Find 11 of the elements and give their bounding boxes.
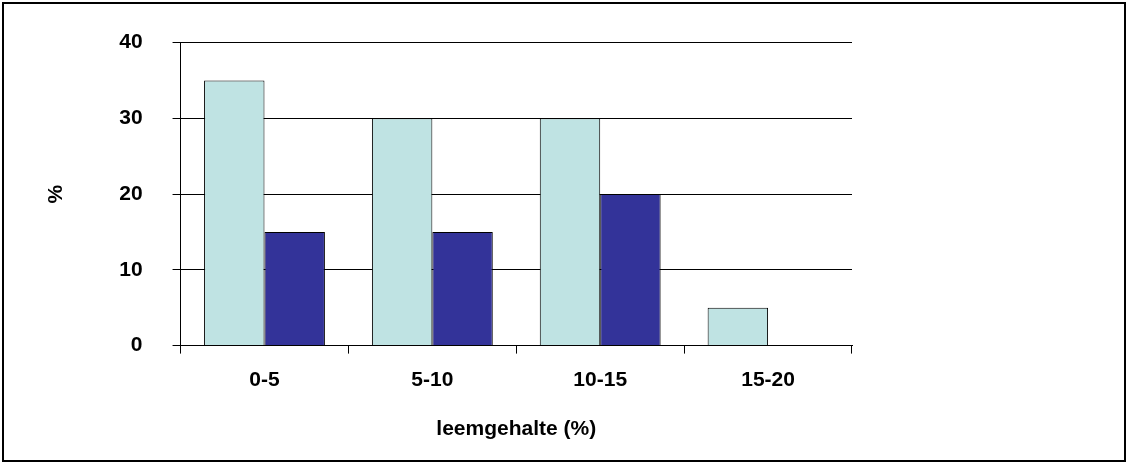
- x-axis-title: leemgehalte (%): [436, 416, 597, 440]
- x-tick-label: 0-5: [249, 367, 280, 390]
- y-tick-label: 0: [130, 332, 143, 356]
- y-tick-label: 30: [119, 105, 143, 129]
- x-tick-label: 5-10: [411, 367, 454, 390]
- y-tick-label: 20: [119, 180, 143, 204]
- x-tick-label: 10-15: [573, 367, 628, 390]
- y-tick-label: 40: [119, 29, 143, 53]
- y-axis-title: %: [43, 184, 67, 204]
- x-tick-label: 15-20: [741, 367, 795, 390]
- y-tick-label: 10: [119, 256, 143, 280]
